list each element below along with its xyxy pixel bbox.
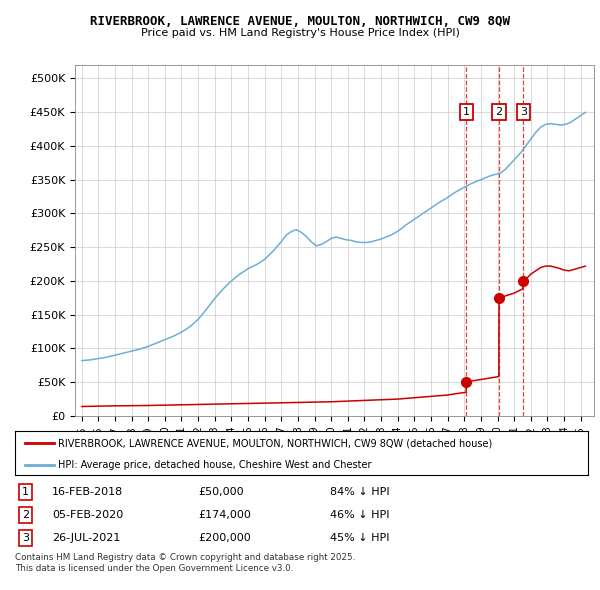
Text: 46% ↓ HPI: 46% ↓ HPI <box>330 510 389 520</box>
Text: £50,000: £50,000 <box>199 487 244 497</box>
Text: 26-JUL-2021: 26-JUL-2021 <box>52 533 121 543</box>
Text: 3: 3 <box>22 533 29 543</box>
Text: 45% ↓ HPI: 45% ↓ HPI <box>330 533 389 543</box>
Text: £174,000: £174,000 <box>199 510 251 520</box>
Text: 2: 2 <box>22 510 29 520</box>
Text: RIVERBROOK, LAWRENCE AVENUE, MOULTON, NORTHWICH, CW9 8QW: RIVERBROOK, LAWRENCE AVENUE, MOULTON, NO… <box>90 15 510 28</box>
Text: £200,000: £200,000 <box>199 533 251 543</box>
Text: Contains HM Land Registry data © Crown copyright and database right 2025.
This d: Contains HM Land Registry data © Crown c… <box>15 553 355 573</box>
Text: RIVERBROOK, LAWRENCE AVENUE, MOULTON, NORTHWICH, CW9 8QW (detached house): RIVERBROOK, LAWRENCE AVENUE, MOULTON, NO… <box>58 438 492 448</box>
Text: 1: 1 <box>463 107 470 117</box>
Text: HPI: Average price, detached house, Cheshire West and Chester: HPI: Average price, detached house, Ches… <box>58 460 371 470</box>
Text: 84% ↓ HPI: 84% ↓ HPI <box>330 487 390 497</box>
Text: 05-FEB-2020: 05-FEB-2020 <box>52 510 124 520</box>
Text: 2: 2 <box>496 107 503 117</box>
Text: 1: 1 <box>22 487 29 497</box>
Text: 16-FEB-2018: 16-FEB-2018 <box>52 487 124 497</box>
Text: 3: 3 <box>520 107 527 117</box>
Text: Price paid vs. HM Land Registry's House Price Index (HPI): Price paid vs. HM Land Registry's House … <box>140 28 460 38</box>
